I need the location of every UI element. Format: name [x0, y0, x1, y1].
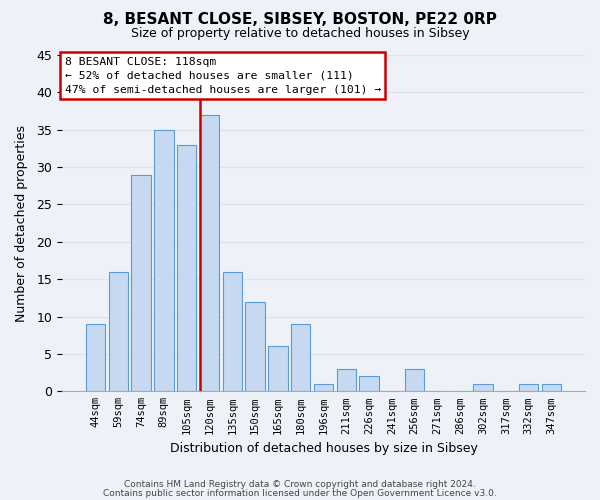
- Y-axis label: Number of detached properties: Number of detached properties: [15, 124, 28, 322]
- Bar: [405, 369, 424, 392]
- Bar: [359, 376, 379, 392]
- Bar: [109, 272, 128, 392]
- Bar: [473, 384, 493, 392]
- Bar: [200, 115, 219, 392]
- Bar: [154, 130, 173, 392]
- Text: Contains HM Land Registry data © Crown copyright and database right 2024.: Contains HM Land Registry data © Crown c…: [124, 480, 476, 489]
- Bar: [86, 324, 105, 392]
- Text: Contains public sector information licensed under the Open Government Licence v3: Contains public sector information licen…: [103, 488, 497, 498]
- Bar: [291, 324, 310, 392]
- Text: Size of property relative to detached houses in Sibsey: Size of property relative to detached ho…: [131, 28, 469, 40]
- Text: 8, BESANT CLOSE, SIBSEY, BOSTON, PE22 0RP: 8, BESANT CLOSE, SIBSEY, BOSTON, PE22 0R…: [103, 12, 497, 28]
- Bar: [177, 144, 196, 392]
- Bar: [314, 384, 333, 392]
- Bar: [519, 384, 538, 392]
- Text: 8 BESANT CLOSE: 118sqm
← 52% of detached houses are smaller (111)
47% of semi-de: 8 BESANT CLOSE: 118sqm ← 52% of detached…: [65, 56, 381, 94]
- Bar: [131, 174, 151, 392]
- Bar: [542, 384, 561, 392]
- X-axis label: Distribution of detached houses by size in Sibsey: Distribution of detached houses by size …: [170, 442, 478, 455]
- Bar: [337, 369, 356, 392]
- Bar: [245, 302, 265, 392]
- Bar: [268, 346, 287, 392]
- Bar: [223, 272, 242, 392]
